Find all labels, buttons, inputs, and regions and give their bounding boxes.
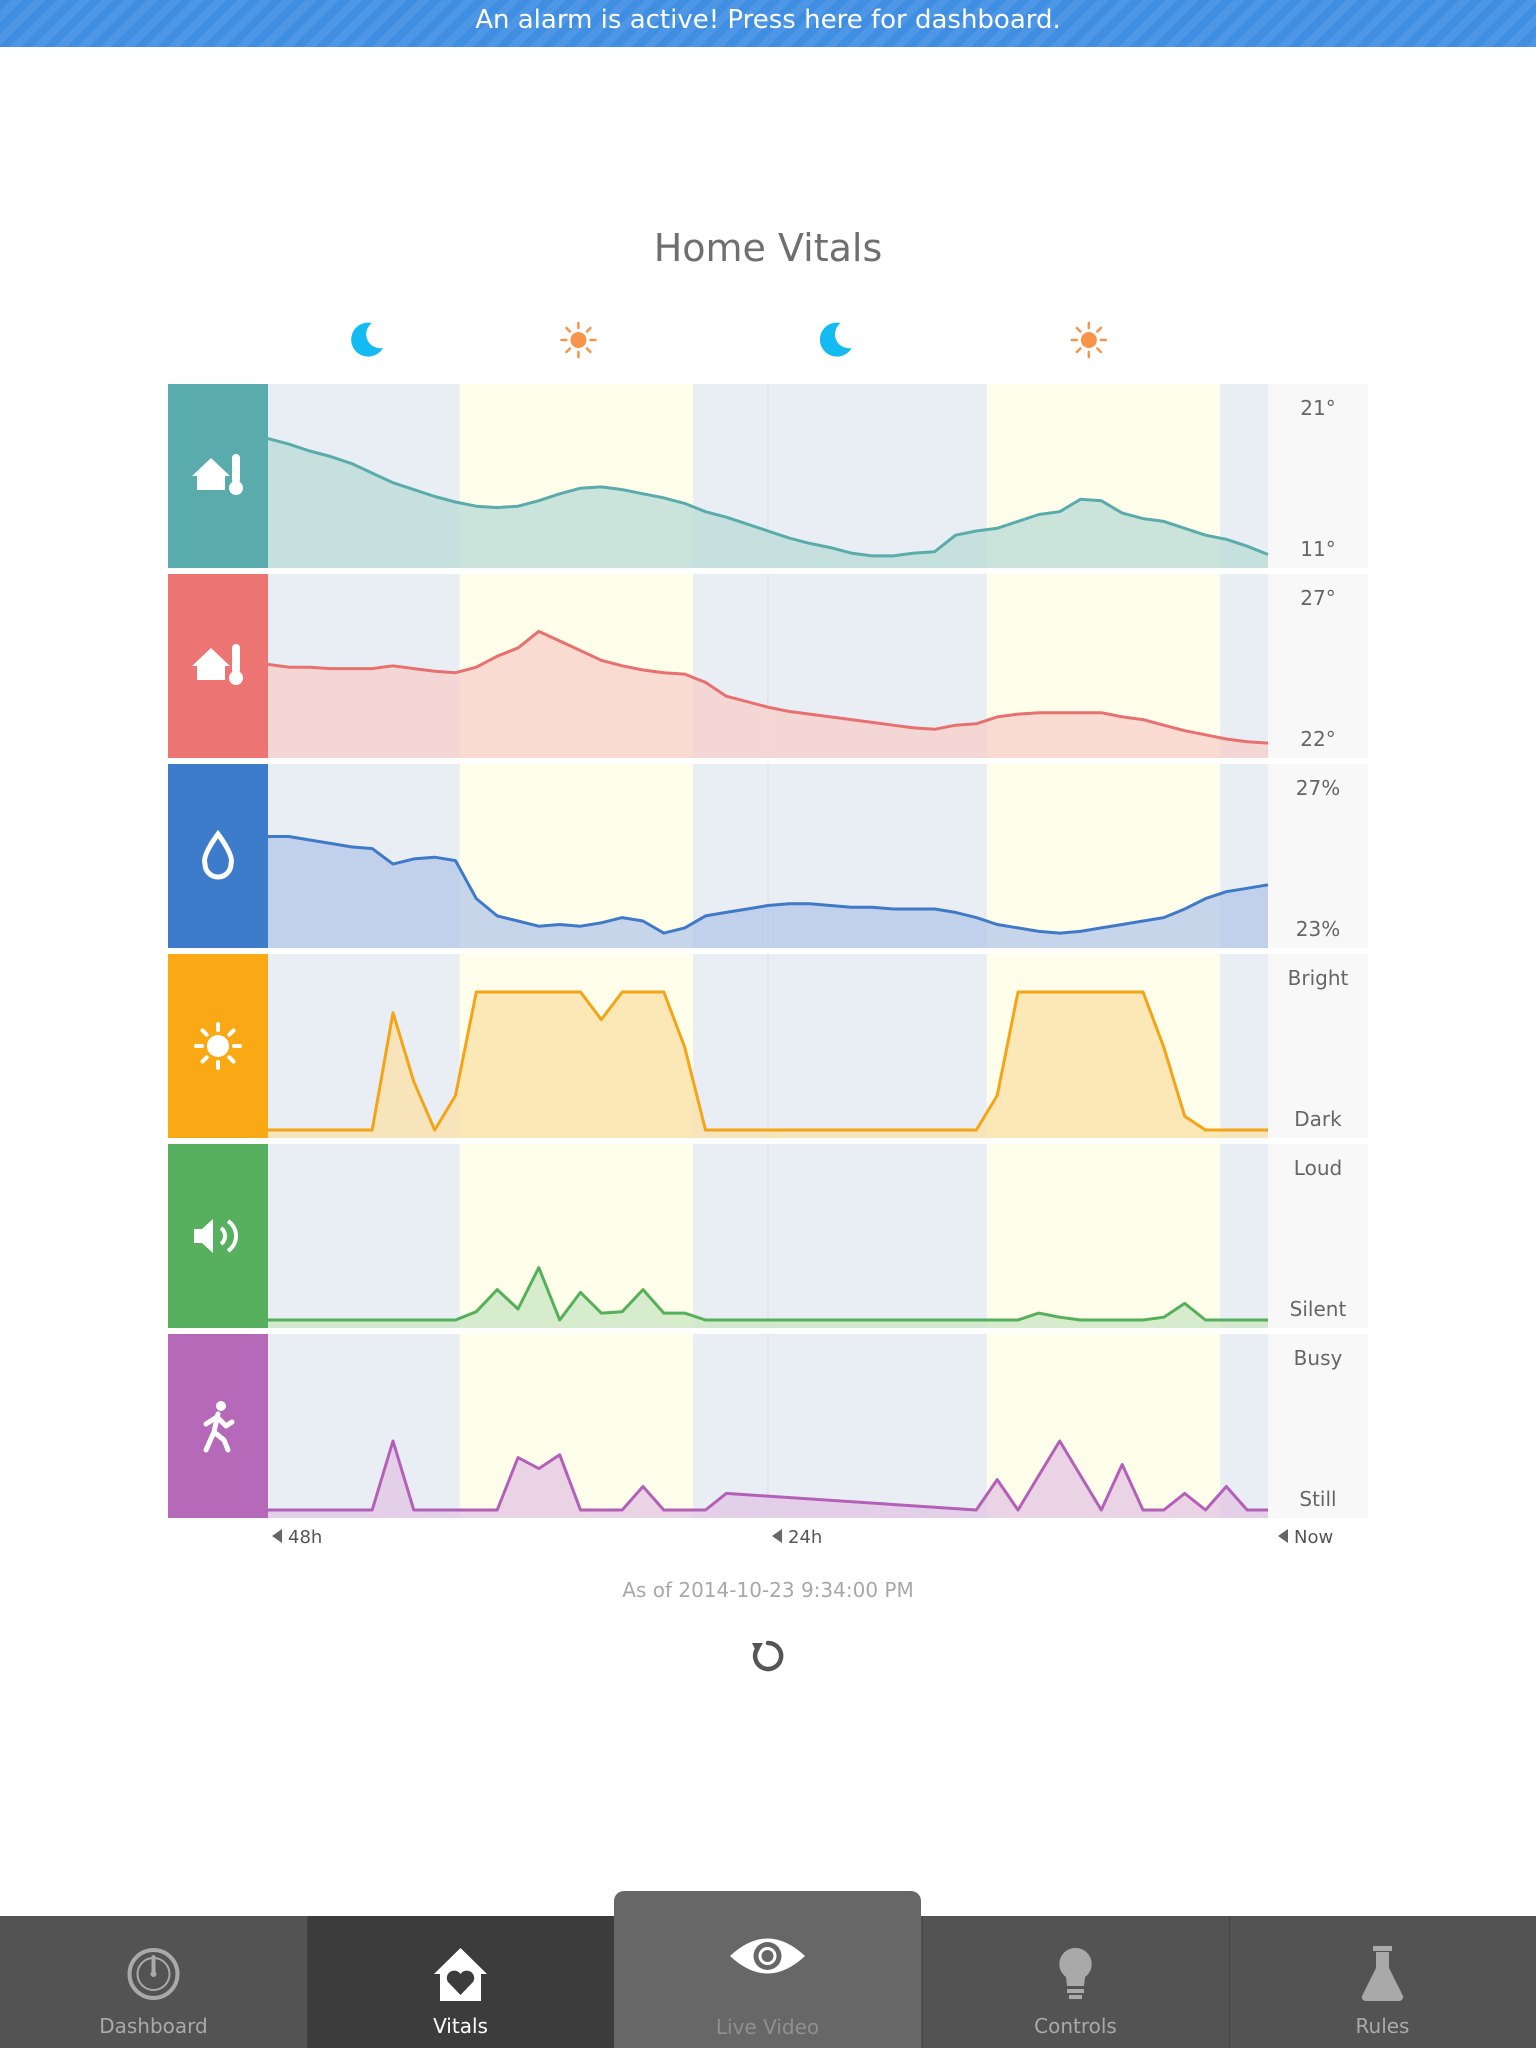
alarm-banner-text: An alarm is active! Press here for dashb… xyxy=(475,5,1061,35)
house-thermometer-icon xyxy=(192,454,243,495)
tab-bar: Dashboard Vitals Live Video Controls Rul… xyxy=(0,1891,1536,2048)
alarm-banner[interactable]: An alarm is active! Press here for dashb… xyxy=(0,0,1536,47)
tab-live-video-label: Live Video xyxy=(715,2015,820,2039)
row-icon-panel xyxy=(168,764,268,948)
refresh-button[interactable] xyxy=(746,1634,790,1678)
series-area xyxy=(268,1267,1268,1328)
sun-icon xyxy=(560,321,597,359)
vitals-chart: 21° 11° 27° 22° 27% 23% Bright Dark Loud Silent Bu… xyxy=(168,321,1368,1548)
vitals-row: Busy Still xyxy=(168,1334,1368,1524)
series-area xyxy=(268,836,1268,948)
house-heart-icon xyxy=(434,1948,487,2001)
row-min-label: Silent xyxy=(1290,1297,1347,1321)
house-thermometer-icon xyxy=(192,644,243,685)
row-min-label: Dark xyxy=(1294,1107,1342,1131)
series-area xyxy=(268,631,1268,758)
moon-icon xyxy=(819,322,852,357)
svg-text:24h: 24h xyxy=(788,1527,822,1548)
refresh-icon xyxy=(752,1640,784,1672)
tab-rules[interactable]: Rules xyxy=(1229,1916,1536,2048)
row-min-label: 23% xyxy=(1296,917,1340,941)
svg-text:48h: 48h xyxy=(288,1527,322,1548)
tab-vitals[interactable]: Vitals xyxy=(307,1916,614,2048)
row-min-label: Still xyxy=(1299,1487,1336,1511)
svg-text:Now: Now xyxy=(1294,1527,1333,1548)
series-area xyxy=(268,438,1268,568)
row-max-label: 27° xyxy=(1300,586,1335,610)
x-tick-now: Now xyxy=(1278,1527,1333,1548)
tab-live-video[interactable]: Live Video xyxy=(614,1891,921,2048)
series-line xyxy=(267,437,1269,558)
row-max-label: 27% xyxy=(1296,776,1340,800)
vitals-row: Loud Silent xyxy=(168,1144,1368,1334)
walking-person-icon xyxy=(203,1401,235,1453)
row-max-label: Loud xyxy=(1294,1156,1342,1180)
tab-dashboard[interactable]: Dashboard xyxy=(0,1916,307,2048)
row-icon-panel xyxy=(168,1334,268,1518)
series-line xyxy=(268,1266,1268,1322)
flask-icon xyxy=(1361,1946,1404,2002)
row-max-label: Bright xyxy=(1288,966,1349,990)
tab-controls-label: Controls xyxy=(1034,2014,1117,2038)
x-tick-48h: 48h xyxy=(272,1527,322,1548)
series-line xyxy=(268,1439,1268,1512)
tab-dashboard-label: Dashboard xyxy=(99,2014,208,2038)
series-line xyxy=(267,629,1269,745)
vitals-row: 21° 11° xyxy=(168,384,1368,574)
vitals-row: Bright Dark xyxy=(168,954,1368,1144)
sun-icon xyxy=(1070,321,1108,359)
water-drop-icon xyxy=(202,829,234,880)
tab-vitals-label: Vitals xyxy=(433,2014,488,2038)
speaker-icon xyxy=(194,1219,238,1253)
row-min-label: 22° xyxy=(1300,727,1335,751)
eye-icon xyxy=(730,1938,805,1974)
page-title: Home Vitals xyxy=(653,226,883,270)
series-line xyxy=(268,835,1269,935)
row-icon-panel xyxy=(168,1144,268,1328)
vitals-row: 27% 23% xyxy=(168,764,1368,954)
tab-controls[interactable]: Controls xyxy=(922,1916,1229,2048)
as-of-timestamp: As of 2014-10-23 9:34:00 PM xyxy=(622,1578,914,1602)
row-min-label: 11° xyxy=(1300,537,1335,561)
series-area xyxy=(268,992,1268,1138)
sun-icon xyxy=(194,1022,242,1070)
moon-icon xyxy=(351,322,383,357)
row-max-label: 21° xyxy=(1300,396,1335,420)
gauge-icon xyxy=(127,1948,180,2000)
tab-rules-label: Rules xyxy=(1355,2014,1410,2038)
series-line xyxy=(268,990,1268,1132)
x-tick-24h: 24h xyxy=(772,1527,822,1548)
lightbulb-icon xyxy=(1059,1947,1092,1999)
row-max-label: Busy xyxy=(1294,1346,1343,1370)
vitals-row: 27° 22° xyxy=(168,574,1368,764)
